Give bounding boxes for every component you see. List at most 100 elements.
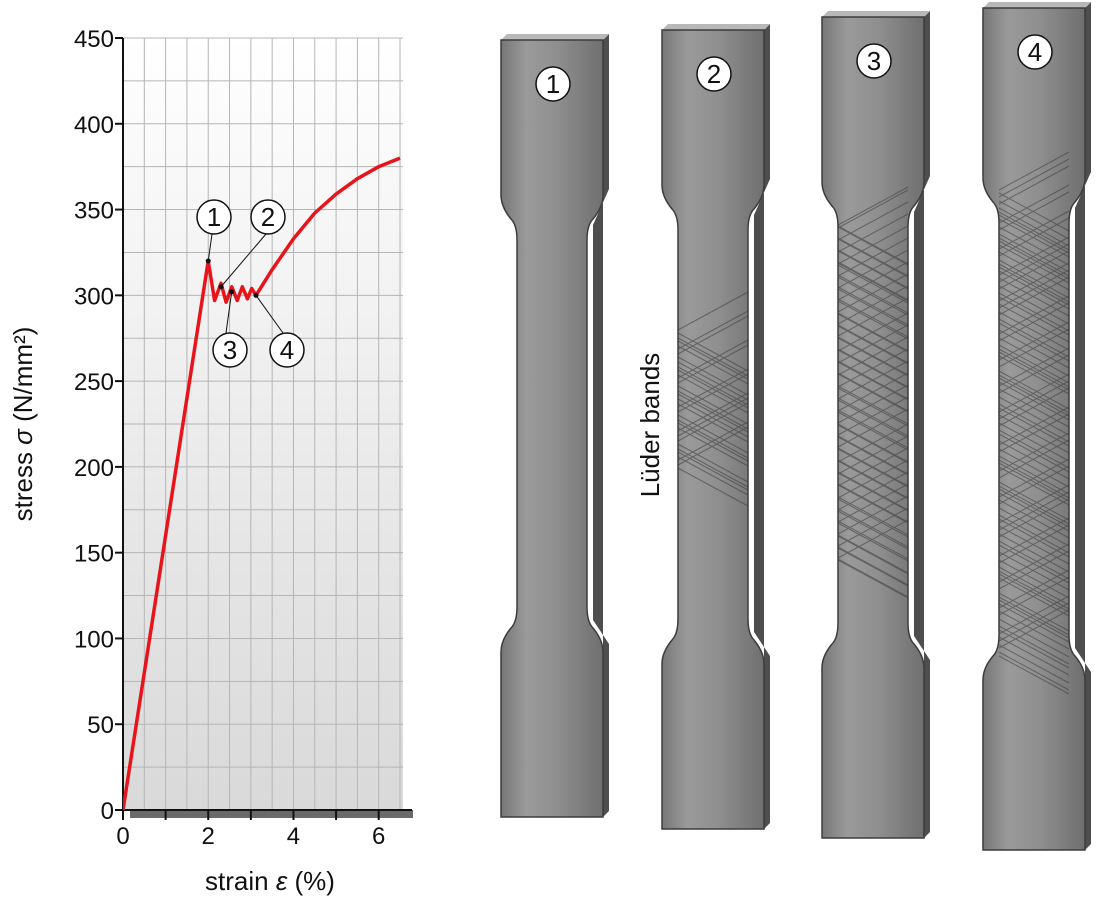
band-line — [837, 510, 909, 550]
band-line — [837, 495, 909, 535]
band-line — [837, 186, 909, 226]
band-line — [837, 546, 909, 586]
band-line — [837, 519, 909, 559]
band-line — [677, 345, 749, 385]
band-line — [998, 610, 1070, 650]
band-line — [677, 421, 749, 461]
band-line — [998, 422, 1070, 462]
band-line — [998, 251, 1070, 291]
specimen-label: 4 — [1028, 37, 1042, 67]
band-line — [677, 310, 749, 350]
band-line — [998, 355, 1070, 395]
specimen-body — [982, 7, 1086, 851]
band-line — [998, 636, 1070, 676]
specimen-1: 1 — [500, 34, 609, 818]
band-line — [677, 392, 749, 432]
band-line — [677, 398, 749, 438]
band-line — [837, 547, 909, 587]
band-line — [998, 292, 1070, 332]
band-line — [677, 291, 749, 331]
band-line — [998, 481, 1070, 521]
band-line — [998, 226, 1070, 266]
marker-circle — [212, 332, 248, 368]
band-line — [998, 244, 1070, 284]
band-line — [837, 324, 909, 364]
band-line — [998, 250, 1070, 290]
band-line — [998, 559, 1070, 599]
band-line — [998, 448, 1070, 488]
lueder-bands — [998, 151, 1070, 695]
band-line — [677, 390, 749, 430]
band-line — [837, 387, 909, 427]
y-tick-label: 100 — [74, 626, 114, 653]
band-line — [998, 396, 1070, 436]
band-line — [837, 325, 909, 365]
band-line — [998, 514, 1070, 554]
marker-label: 3 — [223, 335, 237, 365]
band-line — [998, 414, 1070, 454]
band-line — [677, 339, 749, 379]
band-line — [677, 374, 749, 414]
torn-edge — [402, 38, 425, 810]
band-line — [998, 407, 1070, 447]
band-line — [677, 419, 749, 459]
band-line — [998, 270, 1070, 310]
band-line — [837, 435, 909, 475]
band-line — [998, 277, 1070, 317]
band-line — [677, 403, 749, 443]
band-line — [677, 361, 749, 401]
band-line — [998, 266, 1070, 306]
band-line — [998, 377, 1070, 417]
marker-leader — [207, 233, 213, 262]
band-line — [998, 191, 1070, 231]
band-line — [998, 192, 1070, 232]
band-line — [998, 466, 1070, 506]
band-line — [677, 448, 749, 488]
band-line — [998, 592, 1070, 632]
y-axis-label: stress σ (N/mm²) — [8, 327, 38, 522]
band-line — [677, 340, 749, 380]
stress-strain-chart: 0 50 100 150 200 250 300 350 400 450 0 2 4 6 1 2 3 4 str… — [8, 26, 425, 896]
band-line — [998, 618, 1070, 658]
lueder-bands-label: Lüder bands — [635, 353, 665, 498]
specimens: 1 2 3 4 — [500, 2, 1091, 851]
band-line — [998, 263, 1070, 303]
band-line — [837, 264, 909, 304]
band-line — [837, 535, 909, 575]
band-line — [837, 399, 909, 439]
band-line — [998, 348, 1070, 388]
band-line — [837, 436, 909, 476]
band-line — [998, 285, 1070, 325]
band-line — [677, 414, 749, 454]
band-line — [998, 609, 1070, 649]
band-line — [998, 540, 1070, 580]
band-line — [837, 225, 909, 265]
specimen-3: 3 — [821, 11, 930, 839]
band-line — [998, 240, 1070, 280]
band-line — [998, 233, 1070, 273]
band-line — [837, 498, 909, 538]
x-axis-shadow — [130, 810, 413, 818]
band-line — [998, 603, 1070, 643]
band-line — [837, 447, 909, 487]
specimen-label-circle — [856, 43, 892, 79]
band-line — [998, 625, 1070, 665]
band-line — [677, 393, 749, 433]
band-line — [837, 261, 909, 301]
band-line — [998, 184, 1070, 224]
band-line — [998, 644, 1070, 684]
band-line — [998, 351, 1070, 391]
band-line — [677, 337, 749, 377]
y-tick-label: 150 — [74, 541, 114, 568]
band-line — [837, 360, 909, 400]
y-tick-label: 300 — [74, 283, 114, 310]
band-line — [998, 388, 1070, 428]
specimen-top-face — [662, 24, 770, 30]
x-tick-label: 2 — [202, 823, 215, 850]
band-line — [998, 303, 1070, 343]
marker-label: 2 — [261, 202, 275, 232]
band-line — [998, 311, 1070, 351]
band-line — [837, 471, 909, 511]
specimen-side — [914, 11, 930, 838]
band-line — [998, 566, 1070, 606]
